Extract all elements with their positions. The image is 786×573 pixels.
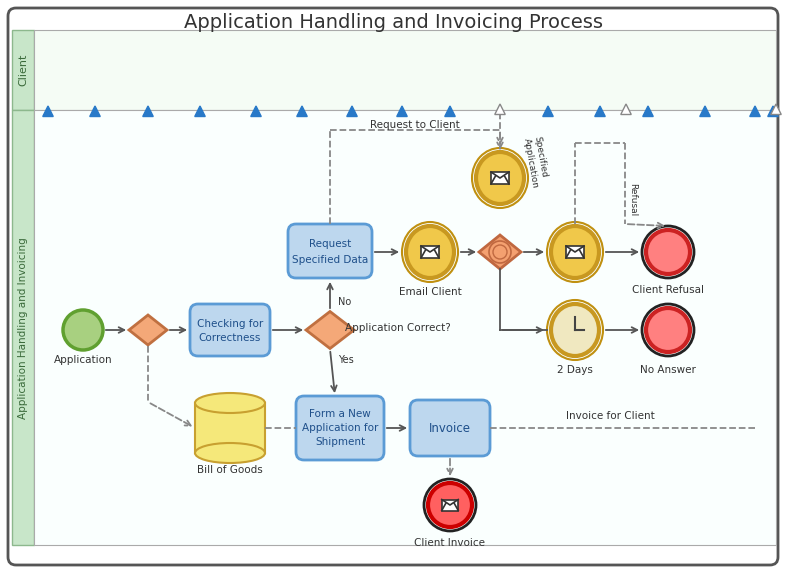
Text: Application: Application [53, 355, 112, 365]
Text: Application Handling and Invoicing: Application Handling and Invoicing [18, 237, 28, 419]
Polygon shape [768, 106, 778, 116]
FancyBboxPatch shape [12, 30, 34, 110]
Circle shape [63, 310, 103, 350]
Text: Application for: Application for [302, 423, 378, 433]
Circle shape [646, 230, 690, 274]
FancyBboxPatch shape [410, 400, 490, 456]
Polygon shape [42, 106, 53, 116]
Polygon shape [643, 106, 653, 116]
Text: Correctness: Correctness [199, 333, 261, 343]
Polygon shape [595, 106, 605, 116]
FancyBboxPatch shape [421, 246, 439, 258]
Circle shape [428, 483, 472, 527]
Text: 2 Days: 2 Days [557, 365, 593, 375]
Text: Invoice: Invoice [429, 422, 471, 434]
Text: Specified Data: Specified Data [292, 255, 368, 265]
Ellipse shape [195, 393, 265, 413]
Ellipse shape [476, 152, 524, 204]
Text: Client: Client [18, 54, 28, 86]
Polygon shape [771, 104, 781, 115]
Text: Email Client: Email Client [399, 287, 461, 297]
FancyBboxPatch shape [442, 500, 458, 511]
Polygon shape [445, 106, 455, 116]
FancyBboxPatch shape [190, 304, 270, 356]
Polygon shape [397, 106, 407, 116]
Polygon shape [129, 315, 167, 345]
FancyBboxPatch shape [296, 396, 384, 460]
Text: Application Correct?: Application Correct? [345, 323, 451, 333]
FancyBboxPatch shape [288, 224, 372, 278]
Text: Specified
Application: Specified Application [522, 135, 550, 189]
FancyBboxPatch shape [34, 110, 776, 545]
Text: Yes: Yes [338, 355, 354, 365]
Text: Request to Client: Request to Client [370, 120, 460, 130]
Text: No Answer: No Answer [640, 365, 696, 375]
Text: Form a New: Form a New [309, 409, 371, 419]
Text: Bill of Goods: Bill of Goods [197, 465, 263, 475]
Ellipse shape [551, 226, 599, 278]
Text: Refusal: Refusal [628, 183, 637, 217]
Text: Client Refusal: Client Refusal [632, 285, 704, 295]
Text: Client Invoice: Client Invoice [414, 538, 486, 548]
Polygon shape [90, 106, 101, 116]
FancyBboxPatch shape [195, 403, 265, 453]
Polygon shape [750, 106, 760, 116]
Circle shape [646, 308, 690, 352]
FancyBboxPatch shape [34, 30, 776, 110]
Polygon shape [347, 106, 358, 116]
Ellipse shape [551, 304, 599, 356]
Polygon shape [543, 106, 553, 116]
Polygon shape [143, 106, 153, 116]
Polygon shape [621, 104, 631, 115]
Text: Shipment: Shipment [315, 437, 365, 447]
Text: No: No [338, 297, 351, 307]
Ellipse shape [195, 443, 265, 463]
FancyBboxPatch shape [8, 8, 778, 565]
FancyBboxPatch shape [566, 246, 584, 258]
Polygon shape [479, 235, 521, 269]
Polygon shape [195, 106, 205, 116]
Polygon shape [306, 312, 354, 348]
Polygon shape [251, 106, 261, 116]
Text: Request: Request [309, 239, 351, 249]
Polygon shape [297, 106, 307, 116]
Polygon shape [494, 104, 505, 115]
FancyBboxPatch shape [491, 172, 509, 184]
Text: Checking for: Checking for [196, 319, 263, 329]
Ellipse shape [406, 226, 454, 278]
Polygon shape [700, 106, 711, 116]
Text: Invoice for Client: Invoice for Client [566, 411, 655, 421]
Text: Application Handling and Invoicing Process: Application Handling and Invoicing Proce… [183, 13, 603, 32]
FancyBboxPatch shape [12, 110, 34, 545]
